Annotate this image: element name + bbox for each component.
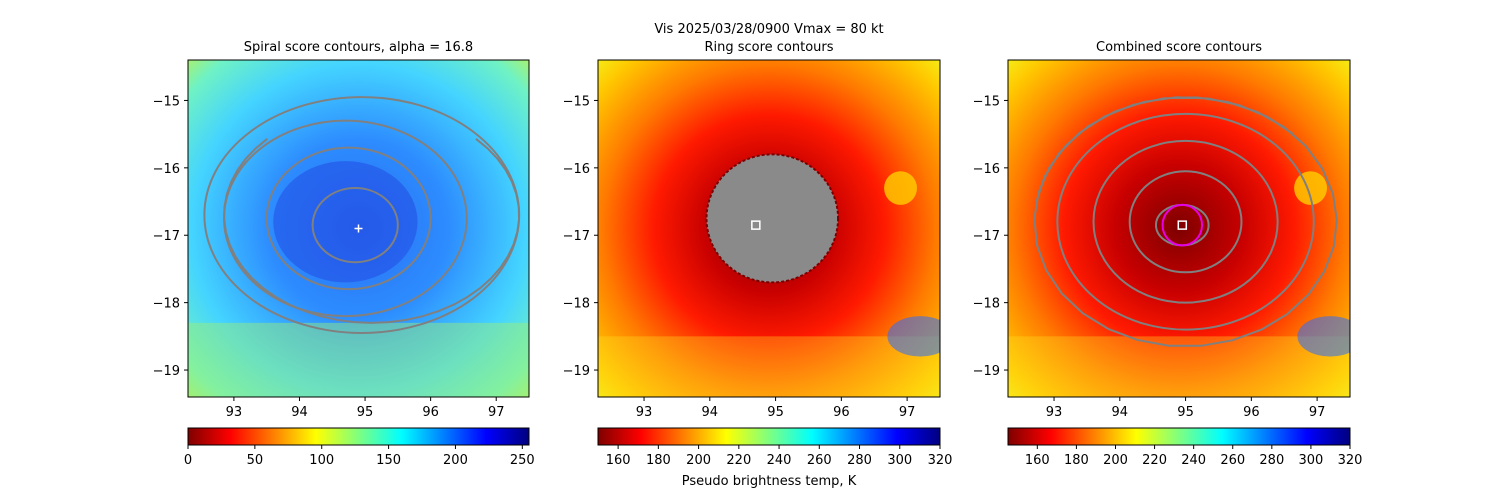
y-tick-label: −15 xyxy=(973,94,1000,109)
x-tick-label: 93 xyxy=(1046,405,1063,420)
colorbar-tick-label: 50 xyxy=(247,453,264,468)
x-tick-label: 93 xyxy=(226,405,243,420)
y-tick-label: −19 xyxy=(153,364,180,379)
colorbar-tick-label: 220 xyxy=(726,453,751,468)
x-tick-label: 96 xyxy=(422,405,439,420)
x-tick-label: 95 xyxy=(1177,405,1194,420)
x-tick-label: 96 xyxy=(1243,405,1260,420)
colorbar-tick-label: 300 xyxy=(1299,453,1324,468)
colorbar-gradient xyxy=(597,427,941,446)
x-tick-label: 94 xyxy=(291,405,308,420)
center-marker xyxy=(751,220,761,230)
satellite-image xyxy=(188,60,529,397)
colorbar-tick-label: 260 xyxy=(807,453,832,468)
x-tick-label: 94 xyxy=(1112,405,1129,420)
contour-2 xyxy=(265,146,432,291)
x-tick-label: 95 xyxy=(357,405,374,420)
x-tick-label: 97 xyxy=(899,405,916,420)
contour-4 xyxy=(1056,112,1315,331)
colorbar-tick-label: 180 xyxy=(1064,453,1089,468)
colorbar: 160 180 200 220 240 260 280 300 320 xyxy=(1007,427,1363,468)
center-marker xyxy=(354,224,363,233)
colorbar-tick-label: 300 xyxy=(887,453,912,468)
panel-1: 93 94 95 96 97 −15 −16 −17 −18 −19 Spiral score co… xyxy=(153,40,535,468)
y-tick-label: −18 xyxy=(153,297,180,312)
colorbar-tick-label: 150 xyxy=(376,453,401,468)
y-tick-label: −15 xyxy=(153,94,180,109)
colorbar-tick-label: 280 xyxy=(1259,453,1284,468)
y-tick-label: −16 xyxy=(563,162,590,177)
axes-frame xyxy=(187,59,530,398)
colorbar-tick-label: 250 xyxy=(510,453,535,468)
colorbar: 160 180 200 220 240 260 280 300 320 Pseudo bright… xyxy=(597,427,953,489)
colorbar-tick-label: 180 xyxy=(646,453,671,468)
contour-1 xyxy=(311,187,399,264)
panel-2: 93 94 95 96 97 −15 −16 −17 −18 −19 Ring score cont… xyxy=(563,40,953,489)
colorbar-tick-label: 160 xyxy=(1025,453,1050,468)
x-tick-label: 94 xyxy=(702,405,719,420)
y-tick-label: −15 xyxy=(563,94,590,109)
colorbar-tick-label: 320 xyxy=(928,453,953,468)
y-tick-label: −19 xyxy=(563,364,590,379)
contour-3 xyxy=(1092,139,1279,304)
colorbar-label: Pseudo brightness temp, K xyxy=(682,474,857,489)
colorbar-tick-label: 200 xyxy=(1103,453,1128,468)
x-tick-label: 97 xyxy=(1309,405,1326,420)
y-tick-label: −16 xyxy=(153,162,180,177)
y-tick-label: −18 xyxy=(973,297,1000,312)
colorbar-tick-label: 200 xyxy=(686,453,711,468)
x-tick-label: 97 xyxy=(488,405,505,420)
contour-2 xyxy=(1128,170,1243,274)
colorbar-tick-label: 0 xyxy=(184,453,192,468)
colorbar-gradient xyxy=(1007,427,1351,446)
colorbar-tick-label: 160 xyxy=(606,453,631,468)
axes-frame xyxy=(597,59,941,398)
colorbar-tick-label: 200 xyxy=(443,453,468,468)
center-marker xyxy=(1177,220,1188,230)
contour-5 xyxy=(223,138,521,324)
colorbar-gradient xyxy=(187,427,530,446)
panel-title: Spiral score contours, alpha = 16.8 xyxy=(244,40,473,55)
x-tick-label: 95 xyxy=(767,405,784,420)
x-tick-label: 93 xyxy=(636,405,653,420)
contour-5 xyxy=(1033,96,1338,347)
panel-title: Combined score contours xyxy=(1096,40,1262,55)
colorbar-tick-label: 220 xyxy=(1142,453,1167,468)
panel-3: 93 94 95 96 97 −15 −16 −17 −18 −19 Combined score … xyxy=(973,40,1363,468)
colorbar-tick-label: 240 xyxy=(1181,453,1206,468)
colorbar-tick-label: 260 xyxy=(1220,453,1245,468)
y-tick-label: −17 xyxy=(563,229,590,244)
colorbar-tick-label: 280 xyxy=(847,453,872,468)
colorbar: 0 50 100 150 200 250 xyxy=(184,427,535,468)
axes-frame xyxy=(1007,59,1351,398)
colorbar-tick-label: 240 xyxy=(767,453,792,468)
y-tick-label: −17 xyxy=(153,229,180,244)
figure-suptitle: Vis 2025/03/28/0900 Vmax = 80 kt xyxy=(654,22,884,37)
x-tick-label: 96 xyxy=(833,405,850,420)
y-tick-label: −19 xyxy=(973,364,1000,379)
y-tick-label: −17 xyxy=(973,229,1000,244)
best-ring xyxy=(1161,203,1204,247)
colorbar-tick-label: 100 xyxy=(309,453,334,468)
ring-score-region xyxy=(705,153,840,284)
colorbar-tick-label: 320 xyxy=(1338,453,1363,468)
y-tick-label: −16 xyxy=(973,162,1000,177)
panel-title: Ring score contours xyxy=(704,40,833,55)
y-tick-label: −18 xyxy=(563,297,590,312)
